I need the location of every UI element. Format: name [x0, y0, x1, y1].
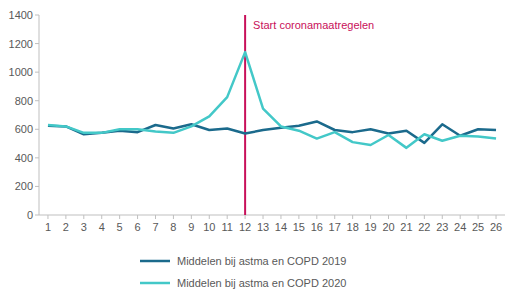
- x-tick-label: 23: [436, 221, 448, 233]
- x-tick-label: 16: [311, 221, 323, 233]
- x-tick: [388, 215, 389, 219]
- x-tick-label: 5: [117, 221, 123, 233]
- annotation-line: [244, 15, 246, 215]
- x-tick: [316, 215, 317, 219]
- x-tick-label: 1: [45, 221, 51, 233]
- x-tick: [334, 215, 335, 219]
- x-tick-label: 17: [329, 221, 341, 233]
- x-tick-label: 20: [382, 221, 394, 233]
- series-line: [48, 52, 496, 148]
- x-tick: [155, 215, 156, 219]
- x-tick-label: 6: [135, 221, 141, 233]
- x-tick: [442, 215, 443, 219]
- legend-label: Middelen bij astma en COPD 2020: [177, 277, 346, 289]
- x-tick-label: 22: [418, 221, 430, 233]
- x-axis: [39, 215, 505, 216]
- x-tick: [173, 215, 174, 219]
- x-tick-label: 18: [347, 221, 359, 233]
- x-tick: [65, 215, 66, 219]
- legend-swatch: [140, 260, 170, 263]
- x-tick: [101, 215, 102, 219]
- y-tick-label: 1200: [9, 38, 33, 50]
- plot-area: [48, 15, 496, 215]
- y-tick-label: 400: [15, 152, 33, 164]
- x-tick: [280, 215, 281, 219]
- y-tick-label: 1400: [9, 9, 33, 21]
- x-tick: [245, 215, 246, 219]
- y-tick: [35, 100, 39, 101]
- x-tick-label: 9: [188, 221, 194, 233]
- x-tick-label: 25: [472, 221, 484, 233]
- x-tick-label: 26: [490, 221, 502, 233]
- x-tick-label: 13: [257, 221, 269, 233]
- y-tick: [35, 43, 39, 44]
- x-tick: [227, 215, 228, 219]
- series-line: [48, 121, 496, 142]
- y-axis: [39, 15, 40, 215]
- x-tick-label: 4: [99, 221, 105, 233]
- x-tick: [478, 215, 479, 219]
- x-tick-label: 14: [275, 221, 287, 233]
- y-tick-label: 0: [27, 209, 33, 221]
- x-tick-label: 21: [400, 221, 412, 233]
- x-tick: [298, 215, 299, 219]
- x-tick: [209, 215, 210, 219]
- y-tick: [35, 186, 39, 187]
- x-tick: [460, 215, 461, 219]
- x-tick: [424, 215, 425, 219]
- x-tick-label: 3: [81, 221, 87, 233]
- x-tick-label: 15: [293, 221, 305, 233]
- x-tick: [370, 215, 371, 219]
- legend-label: Middelen bij astma en COPD 2019: [177, 255, 346, 267]
- x-tick-label: 2: [63, 221, 69, 233]
- x-tick-label: 7: [152, 221, 158, 233]
- y-tick: [35, 15, 39, 16]
- x-tick-label: 10: [203, 221, 215, 233]
- y-tick-label: 600: [15, 123, 33, 135]
- chart: 0200400600800100012001400123456789101112…: [0, 0, 513, 298]
- legend-swatch: [140, 282, 170, 285]
- y-tick: [35, 129, 39, 130]
- x-tick: [406, 215, 407, 219]
- y-tick: [35, 157, 39, 158]
- y-tick: [35, 215, 39, 216]
- x-tick-label: 24: [454, 221, 466, 233]
- x-tick-label: 11: [221, 221, 232, 233]
- x-tick-label: 12: [239, 221, 251, 233]
- x-tick: [496, 215, 497, 219]
- y-tick-label: 200: [15, 180, 33, 192]
- y-tick-label: 800: [15, 95, 33, 107]
- x-tick: [83, 215, 84, 219]
- x-tick-label: 19: [364, 221, 376, 233]
- y-tick-label: 1000: [9, 66, 33, 78]
- x-tick: [137, 215, 138, 219]
- x-tick-label: 8: [170, 221, 176, 233]
- x-tick: [119, 215, 120, 219]
- x-tick: [352, 215, 353, 219]
- x-tick: [191, 215, 192, 219]
- x-tick: [263, 215, 264, 219]
- x-tick: [47, 215, 48, 219]
- annotation-text: Start coronamaatregelen: [253, 19, 374, 31]
- y-tick: [35, 72, 39, 73]
